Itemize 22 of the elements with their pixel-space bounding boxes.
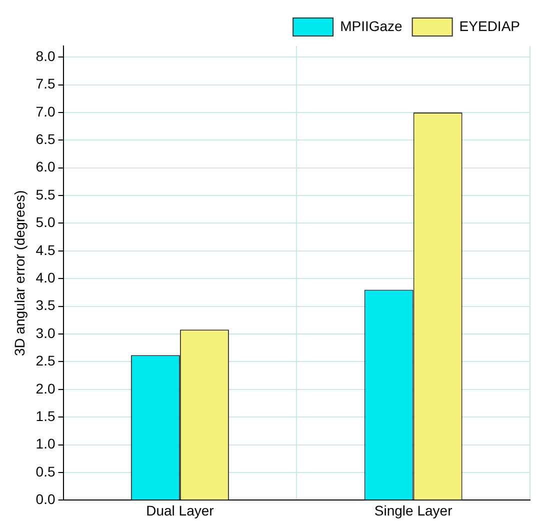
y-tick-label: 4.0 <box>36 270 56 286</box>
y-tick-label: 5.0 <box>36 214 56 230</box>
y-tick-label: 7.0 <box>36 103 56 120</box>
y-tick-label: 0.5 <box>36 463 56 480</box>
y-tick-label: 7.5 <box>36 76 56 92</box>
y-tick-label: 6.0 <box>36 158 56 175</box>
x-tick-label: Single Layer <box>374 502 453 518</box>
y-tick-label: 1.5 <box>36 408 56 424</box>
y-tick-label: 3.5 <box>36 297 56 314</box>
y-tick-label: 3.0 <box>36 324 56 341</box>
y-tick-label: 4.5 <box>36 242 56 258</box>
y-tick-label: 1.0 <box>36 436 56 452</box>
y-tick-label: 0.0 <box>36 491 56 508</box>
legend-label: EYEDIAP <box>459 18 520 34</box>
y-tick-label: 5.5 <box>36 186 56 202</box>
x-tick-label: Dual Layer <box>146 502 214 518</box>
y-tick-label: 2.5 <box>36 352 56 369</box>
y-tick-label: 8.0 <box>36 48 56 64</box>
y-tick-label: 2.0 <box>36 380 56 396</box>
y-axis-title: 3D angular error (degrees) <box>11 190 28 356</box>
legend-label: MPIIGaze <box>340 18 403 34</box>
y-tick-label: 6.5 <box>36 131 56 148</box>
